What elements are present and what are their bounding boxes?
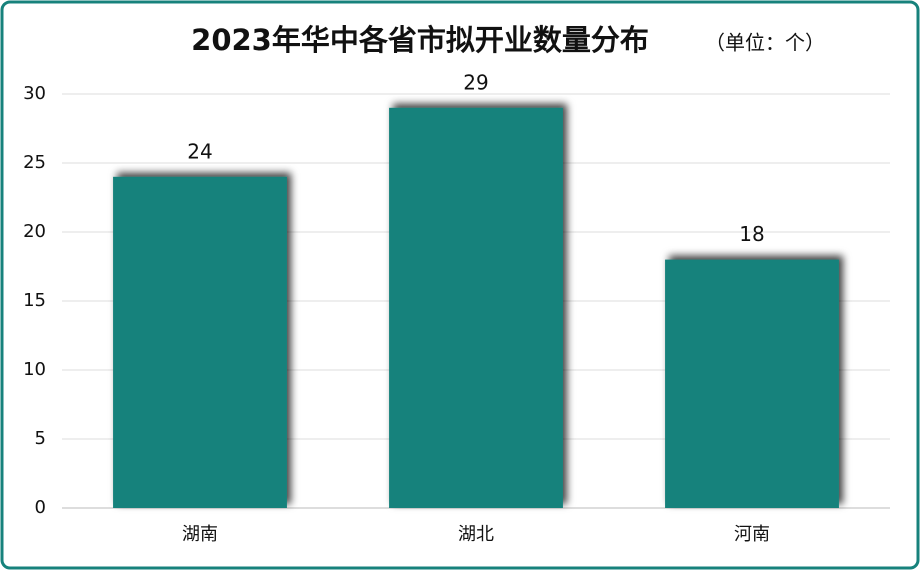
value-label: 29: [463, 70, 488, 94]
y-tick-label: 20: [23, 221, 46, 242]
x-tick-label: 湖南: [182, 524, 218, 545]
bar: [113, 176, 287, 509]
x-tick-label: 河南: [734, 524, 770, 545]
chart-subtitle: （单位：个）: [705, 31, 825, 55]
y-tick-label: 5: [35, 428, 46, 449]
y-tick-label: 30: [23, 83, 46, 104]
value-label: 24: [187, 139, 212, 163]
x-tick-label: 湖北: [458, 524, 494, 545]
y-tick-label: 25: [23, 152, 46, 173]
y-tick-label: 0: [35, 497, 46, 518]
value-label: 18: [739, 222, 764, 246]
bar: [665, 259, 839, 508]
chart-title: 2023年华中各省市拟开业数量分布: [191, 23, 649, 57]
y-tick-label: 10: [23, 359, 46, 380]
bar: [389, 107, 563, 509]
y-tick-label: 15: [23, 290, 46, 311]
